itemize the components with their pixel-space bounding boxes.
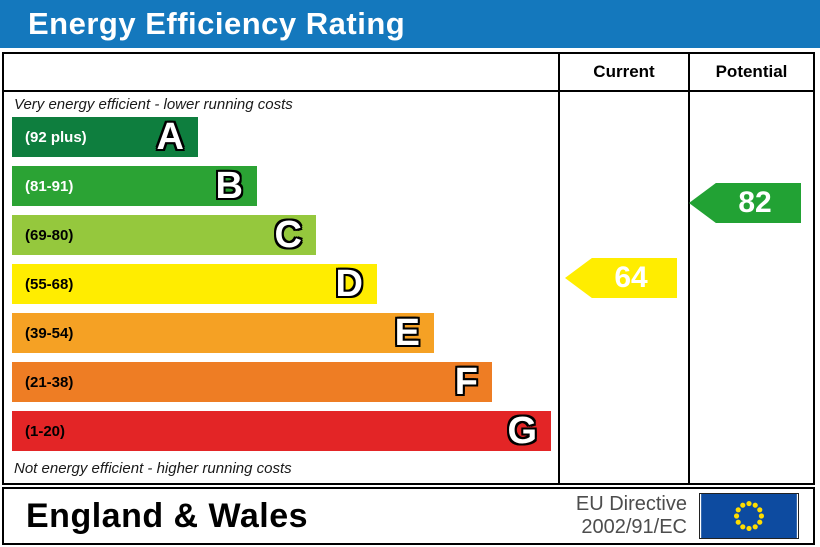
band-f-letter: F bbox=[454, 361, 478, 403]
band-d: (55-68) D bbox=[12, 264, 377, 304]
page-title: Energy Efficiency Rating bbox=[28, 6, 406, 41]
band-c-letter: C bbox=[274, 214, 302, 256]
band-a: (92 plus) A bbox=[12, 117, 198, 157]
band-g-range: (1-20) bbox=[25, 422, 66, 440]
band-c: (69-80) C bbox=[12, 215, 316, 255]
scale-note-top: Very energy efficient - lower running co… bbox=[14, 96, 293, 113]
potential-rating-arrow: 82 bbox=[689, 183, 801, 223]
potential-column: 82 bbox=[688, 92, 813, 483]
band-b-range: (81-91) bbox=[25, 177, 74, 195]
band-g: (1-20) G bbox=[12, 411, 551, 451]
band-b-letter: B bbox=[215, 165, 243, 207]
table-header-row: Current Potential bbox=[4, 54, 813, 92]
rating-table: Current Potential Very energy efficient … bbox=[2, 52, 815, 485]
band-d-letter: D bbox=[335, 263, 363, 305]
eu-flag-field bbox=[701, 494, 797, 538]
current-column: 64 bbox=[558, 92, 688, 483]
eu-directive-line2: 2002/91/EC bbox=[581, 516, 687, 538]
band-e-letter: E bbox=[394, 312, 420, 354]
bands-column: Very energy efficient - lower running co… bbox=[4, 92, 558, 483]
potential-rating-value: 82 bbox=[738, 186, 772, 219]
region-label: England & Wales bbox=[26, 496, 309, 535]
column-header-potential: Potential bbox=[688, 54, 813, 90]
band-f: (21-38) F bbox=[12, 362, 492, 402]
band-d-range: (55-68) bbox=[25, 275, 74, 293]
eu-directive-label: EU Directive 2002/91/EC bbox=[576, 493, 699, 539]
band-b: (81-91) B bbox=[12, 166, 257, 206]
band-f-range: (21-38) bbox=[25, 373, 74, 391]
band-e: (39-54) E bbox=[12, 313, 434, 353]
band-g-letter: G bbox=[507, 410, 537, 452]
table-body-row: Very energy efficient - lower running co… bbox=[4, 92, 813, 483]
eu-directive-line1: EU Directive bbox=[575, 493, 687, 515]
column-header-current: Current bbox=[558, 54, 688, 90]
scale-note-bottom: Not energy efficient - higher running co… bbox=[14, 460, 292, 477]
current-rating-value: 64 bbox=[614, 261, 648, 294]
current-rating-arrow: 64 bbox=[565, 258, 677, 298]
eu-flag-icon bbox=[699, 493, 799, 539]
band-c-range: (69-80) bbox=[25, 226, 74, 244]
header-cell-bands bbox=[4, 54, 558, 90]
footer: England & Wales EU Directive 2002/91/EC bbox=[2, 487, 815, 545]
band-a-range: (92 plus) bbox=[25, 128, 87, 146]
eu-flag-stars bbox=[733, 500, 765, 532]
band-a-letter: A bbox=[156, 116, 184, 158]
band-e-range: (39-54) bbox=[25, 324, 74, 342]
band-list: (92 plus) A (81-91) B (69-80) C (55-68) … bbox=[4, 117, 558, 451]
title-bar: Energy Efficiency Rating bbox=[0, 0, 820, 48]
